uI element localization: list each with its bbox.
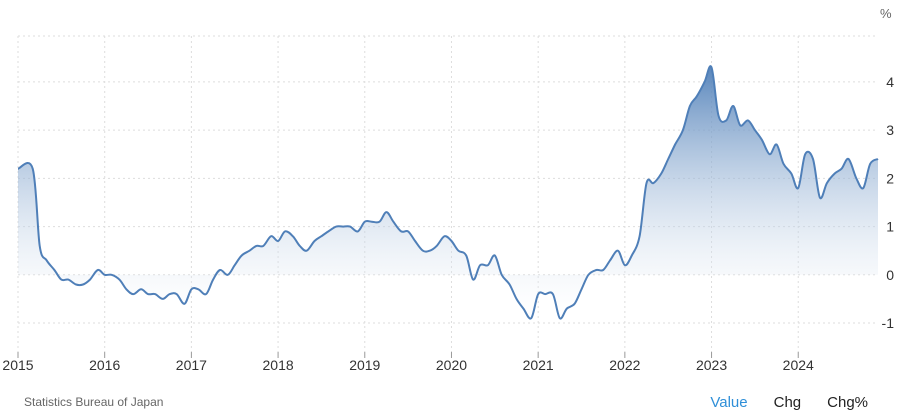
x-tick-label: 2015 [2,357,33,373]
x-tick-label: 2023 [696,357,727,373]
inflation-chart: 2015 2016 2017 2018 2019 2020 2021 2022 2023 2024… [2,6,895,373]
view-tabs: Value Chg Chg% [710,394,868,411]
tab-value[interactable]: Value [710,394,748,411]
series-line [17,65,879,320]
y-tick-label: 3 [886,122,894,138]
y-tick-label: -1 [882,315,895,331]
x-axis-ticks: 2015 2016 2017 2018 2019 2020 2021 2022 2023 2024 [2,352,814,373]
area-fill [18,66,878,319]
unit-label: % [880,6,892,21]
y-axis-ticks: -1 0 1 2 3 4 [882,74,895,331]
x-tick-label: 2022 [609,357,640,373]
x-tick-label: 2016 [89,357,120,373]
y-tick-label: 2 [886,170,894,186]
y-tick-label: 0 [886,267,894,283]
x-tick-label: 2017 [176,357,207,373]
tab-chg-percent[interactable]: Chg% [827,394,868,411]
x-tick-label: 2019 [349,357,380,373]
x-tick-label: 2021 [523,357,554,373]
tab-chg[interactable]: Chg [773,394,802,411]
x-tick-label: 2020 [436,357,467,373]
x-tick-label: 2024 [783,357,814,373]
y-tick-label: 4 [886,74,894,90]
x-tick-label: 2018 [263,357,294,373]
source-label: Statistics Bureau of Japan [24,395,164,409]
y-tick-label: 1 [886,219,894,235]
